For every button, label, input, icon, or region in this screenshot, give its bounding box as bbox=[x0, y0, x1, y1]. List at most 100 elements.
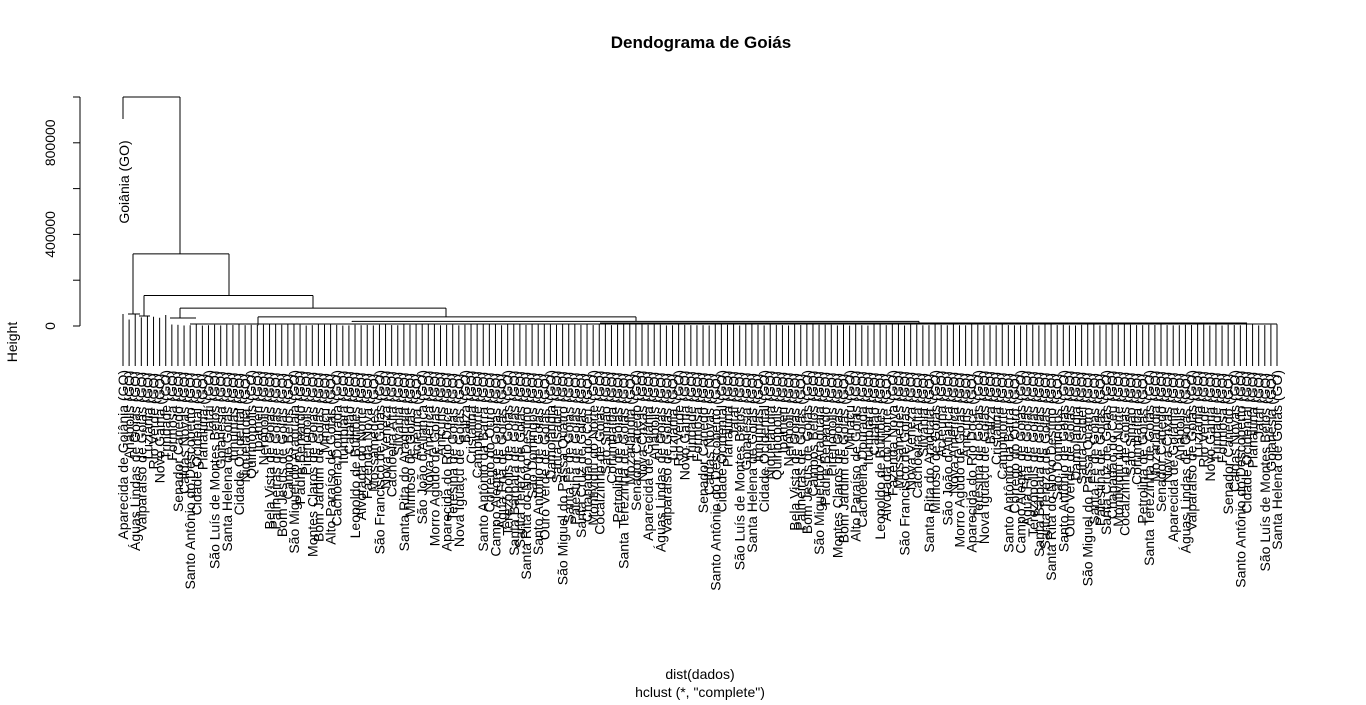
leaf-label: Nerópolis (GO) bbox=[781, 372, 797, 466]
leaf-label: Mozarlândia (GO) bbox=[1147, 371, 1163, 482]
leaf-label: Trindade (GO) bbox=[1208, 372, 1224, 462]
leaf-label: Alto Paraíso de Goiás (GO) bbox=[848, 371, 864, 542]
leaf-label: Águas Lindas de Goiás (GO) bbox=[652, 372, 668, 552]
leaf-label: Jataí (GO) bbox=[726, 371, 742, 436]
leaf-label: Rio Verde (GO) bbox=[1196, 371, 1212, 467]
leaf-label: Montividiu do Norte (GO) bbox=[585, 370, 601, 526]
leaf-label: Inhumas (GO) bbox=[750, 374, 766, 463]
leaf-label: Aparecida de Goiânia (GO) bbox=[1165, 372, 1181, 542]
leaf-label: Santa Rita do Araguaia (GO) bbox=[396, 372, 412, 551]
leaf-label: Caldas Novas (GO) bbox=[176, 372, 192, 494]
leaf-label: Cachoeira Alta (GO) bbox=[384, 371, 400, 497]
leaf-label: Mozarlândia (GO) bbox=[622, 374, 638, 485]
leaf-label: Pirenópolis (GO) bbox=[823, 372, 839, 476]
leaf-label: Bela Vista de Goiás (GO) bbox=[262, 372, 278, 530]
leaf-label: Santa Fé de Goiás (GO) bbox=[561, 372, 577, 524]
leaf-label: Minaçu (GO) bbox=[842, 370, 858, 450]
leaf-label: Cidade Ocidental (GO) bbox=[756, 370, 772, 512]
leaf-label: Ipameri (GO) bbox=[249, 371, 265, 453]
leaf-label: Terezópolis de Goiás (GO) bbox=[500, 370, 516, 536]
leaf-label: Cocalzinho de Goiás (GO) bbox=[591, 371, 607, 535]
leaf-label: Córrego do Ouro (GO) bbox=[481, 372, 497, 512]
leaf-label: Santa Terezinha de Goiás (GO) bbox=[616, 373, 632, 569]
leaf-label: Corumbaíba (GO) bbox=[1129, 373, 1145, 485]
leaf-label: Petrolina de Goiás (GO) bbox=[1135, 374, 1151, 524]
leaf-label: São Domingos (GO) bbox=[1049, 374, 1065, 501]
leaf-label: Acreúna (GO) bbox=[933, 371, 949, 458]
leaf-label: Cristalina (GO) bbox=[463, 371, 479, 464]
leaf-label: Formosa (GO) bbox=[689, 372, 705, 462]
leaf-label: Novo Gama (GO) bbox=[677, 371, 693, 481]
leaf-label: São Miguel do Araguaia (GO) bbox=[286, 370, 302, 554]
leaf-label: Valparaíso de Goiás (GO) bbox=[1184, 370, 1200, 531]
leaf-label: Planaltina (GO) bbox=[719, 371, 735, 467]
leaf-label: Santo Antônio da Barra (GO) bbox=[475, 372, 491, 552]
leaf-label: Santa Cruz de Goiás (GO) bbox=[573, 373, 589, 538]
leaf-label: Cocalzinho de Goiás (GO) bbox=[1116, 372, 1132, 536]
leaf-label: Senador Canedo (GO) bbox=[628, 370, 644, 511]
leaf-label: Ouro Verde de Goiás (GO) bbox=[536, 374, 552, 541]
leaf-label: Bom Jesus de Goiás (GO) bbox=[274, 373, 290, 537]
leaf-label: Minaçu (GO) bbox=[316, 373, 332, 453]
y-axis-label: Height bbox=[4, 322, 20, 363]
leaf-label: Luziânia (GO) bbox=[139, 372, 155, 459]
leaf-label: Palmeiras de Goiás (GO) bbox=[793, 374, 809, 531]
leaf-label: Santo Antônio do Descoberto (GO) bbox=[707, 374, 723, 591]
leaf-label: Quirinópolis (GO) bbox=[243, 370, 259, 479]
leaf-label: Mossâmedes (GO) bbox=[365, 374, 381, 492]
leaf-label: Leopoldo de Bulhões (GO) bbox=[872, 373, 888, 540]
leaf-label: Luziânia (GO) bbox=[665, 374, 681, 461]
leaf-label: Santa Fé de Goiás (GO) bbox=[1086, 373, 1102, 525]
leaf-label: Mossâmedes (GO) bbox=[890, 371, 906, 489]
leaf-label: São Francisco de Goiás (GO) bbox=[897, 371, 913, 555]
leaf-label: Silvânia (GO) bbox=[915, 373, 931, 457]
dendrogram-tree bbox=[122, 96, 1278, 366]
leaf-label: Chapadão do Céu (GO) bbox=[579, 374, 595, 523]
leaf-label: Nova América (GO) bbox=[420, 371, 436, 493]
leaf-label: Campo Alegre de Goiás (GO) bbox=[487, 373, 503, 557]
leaf-label: Nova Crixás (GO) bbox=[634, 371, 650, 482]
leaf-label: Goianésia (GO) bbox=[1263, 374, 1279, 472]
leaf-label: Baliza (GO) bbox=[457, 370, 473, 443]
leaf-label: Santa Rita do Novo Destino (GO) bbox=[1043, 373, 1059, 581]
leaf-label: Ipameri (GO) bbox=[774, 372, 790, 454]
leaf-label: Inhumas (GO) bbox=[225, 372, 241, 461]
leaf-label: São Luís de Montes Belos (GO) bbox=[207, 371, 223, 569]
leaf-label: Damolândia (GO) bbox=[542, 370, 558, 480]
leaf-label: Santo Antônio da Barra (GO) bbox=[1000, 373, 1016, 553]
leaf-label: Cachoeira Dourada (GO) bbox=[329, 370, 345, 526]
leaf-labels: Aparecida de Goiânia (GO)Anápolis (GO)Ág… bbox=[115, 370, 1285, 591]
leaf-label: São Francisco de Goiás (GO) bbox=[371, 370, 387, 554]
leaf-label: Santa Helena de Goiás (GO) bbox=[744, 373, 760, 553]
leaf-label: Cachoeira Dourada (GO) bbox=[854, 371, 870, 527]
outlier-leaf-label: Goiânia (GO) bbox=[116, 140, 132, 223]
y-axis bbox=[73, 96, 81, 327]
leaf-label: Trindade (GO) bbox=[158, 370, 174, 460]
leaf-label: Cidade Ocidental (GO) bbox=[188, 373, 204, 515]
leaf-label: Santa Bárbara de Goiás (GO) bbox=[506, 371, 522, 556]
leaf-label: São Miguel do Passa Quatro (GO) bbox=[555, 371, 571, 585]
leaf-label: Nova América (GO) bbox=[945, 372, 961, 494]
leaf-label: Palestina de Goiás (GO) bbox=[1092, 374, 1108, 527]
leaf-label: Campinorte (GO) bbox=[994, 372, 1010, 479]
leaf-label: São Simão (GO) bbox=[597, 371, 613, 474]
leaf-label: Rio Verde (GO) bbox=[671, 370, 687, 466]
leaf-label: Fazenda Nova (GO) bbox=[359, 373, 375, 499]
leaf-label: Senador Canedo (GO) bbox=[170, 371, 186, 512]
leaf-label: Campos Belos (GO) bbox=[280, 374, 296, 500]
leaf-label: Corumbaíba (GO) bbox=[603, 372, 619, 484]
leaf-label: Bom Jesus de Goiás (GO) bbox=[799, 370, 815, 534]
leaf-label: Formosa (GO) bbox=[1214, 373, 1230, 463]
leaf-label: São Luís de Montes Belos (GO) bbox=[732, 372, 748, 570]
leaf-label: Bom Jardim de Goiás (GO) bbox=[835, 374, 851, 544]
leaf-label: Santo Antônio do Descoberto (GO) bbox=[182, 372, 198, 589]
leaf-label: São João d'Aliança (GO) bbox=[414, 370, 430, 524]
leaf-label: Cidade Ocidental (GO) bbox=[713, 370, 729, 512]
leaf-label: Bom Jardim de Goiás (GO) bbox=[310, 372, 326, 542]
leaf-label: Leopoldo de Bulhões (GO) bbox=[347, 372, 363, 539]
leaf-label: Damolândia (GO) bbox=[1068, 371, 1084, 481]
leaf-label: Teresina de Goiás (GO) bbox=[445, 373, 461, 521]
leaf-label: Água Fria de Goiás (GO) bbox=[494, 374, 510, 530]
leaf-label: Montividiu do Norte (GO) bbox=[1110, 371, 1126, 527]
y-tick-label: 400000 bbox=[42, 211, 58, 258]
